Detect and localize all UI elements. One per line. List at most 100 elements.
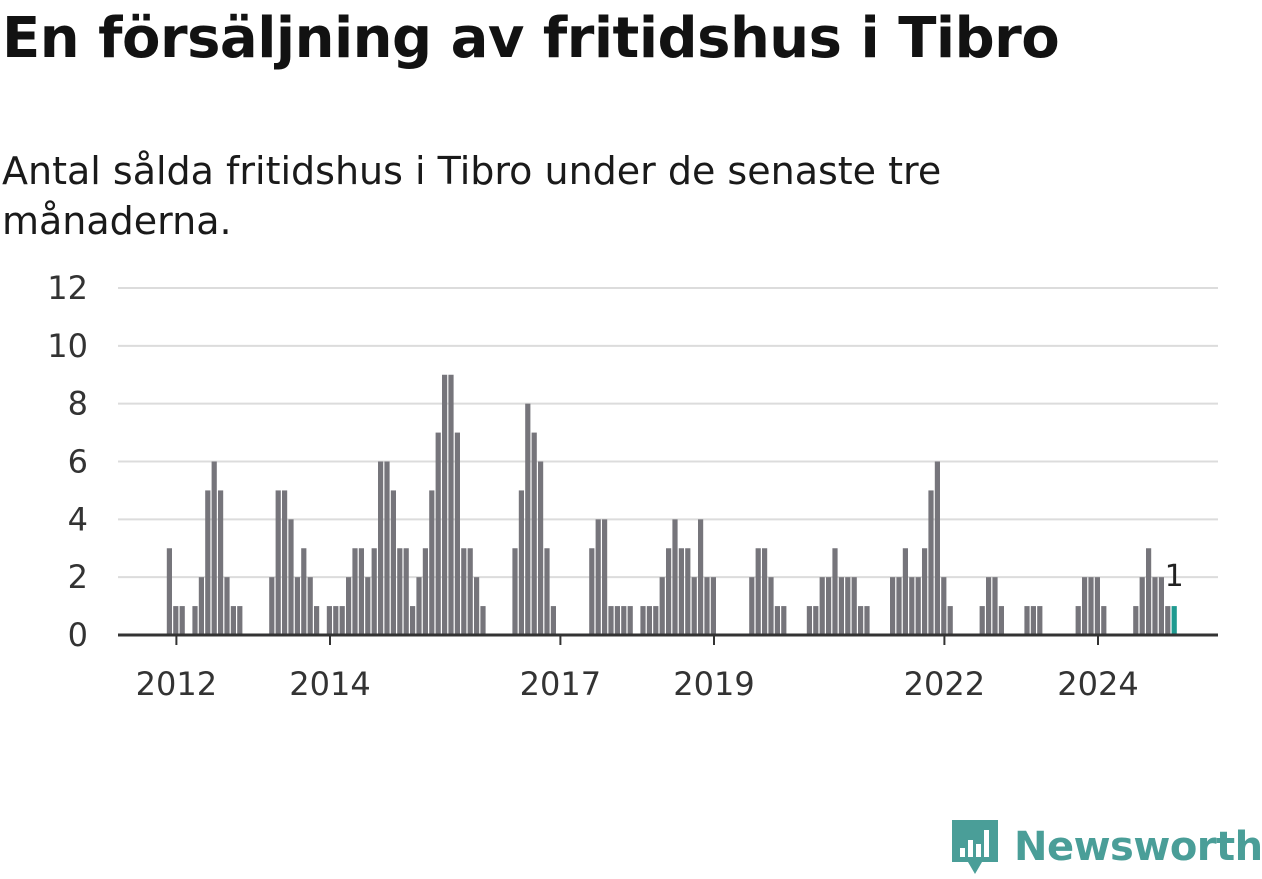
bar — [909, 577, 915, 635]
bar — [544, 548, 550, 635]
grid-lines — [118, 287, 1218, 579]
bar — [1139, 577, 1145, 635]
bar — [224, 577, 230, 635]
bar-chart-logo-icon — [952, 820, 998, 874]
y-tick-label: 6 — [68, 443, 88, 481]
x-tick-labels: 2012 2014 2017 2019 2022 2024 — [136, 665, 1139, 703]
bar — [365, 577, 371, 635]
y-tick-label: 8 — [68, 385, 88, 423]
bar — [403, 548, 409, 635]
bar — [384, 461, 390, 635]
bar — [1024, 606, 1030, 635]
bar — [237, 606, 243, 635]
bar — [947, 606, 953, 635]
bar — [781, 606, 787, 635]
bar — [992, 577, 998, 635]
bar — [672, 519, 678, 635]
bar — [1030, 606, 1036, 635]
bar — [461, 548, 467, 635]
bar — [704, 577, 710, 635]
bar — [480, 606, 486, 635]
bar — [858, 606, 864, 635]
bar — [550, 606, 556, 635]
bar — [416, 577, 422, 635]
bar — [275, 490, 281, 635]
bar — [614, 606, 620, 635]
bar — [218, 490, 224, 635]
chart-subtitle: Antal sålda fritidshus i Tibro under de … — [2, 149, 942, 243]
bar — [314, 606, 320, 635]
x-axis — [118, 633, 1218, 645]
chart-title: En försäljning av fritidshus i Tibro — [2, 6, 1060, 71]
bar — [282, 490, 288, 635]
bar — [442, 374, 448, 635]
bar — [698, 519, 704, 635]
bar — [1088, 577, 1094, 635]
bar — [922, 548, 928, 635]
bar — [525, 403, 531, 635]
bar — [1101, 606, 1107, 635]
bar — [979, 606, 985, 635]
bar — [269, 577, 275, 635]
bar — [538, 461, 544, 635]
x-tick-label: 2024 — [1057, 665, 1138, 703]
bar — [845, 577, 851, 635]
bar — [1165, 606, 1171, 635]
bar — [595, 519, 601, 635]
bar — [301, 548, 307, 635]
bar — [685, 548, 691, 635]
bar — [691, 577, 697, 635]
bar — [390, 490, 396, 635]
bar — [531, 432, 537, 635]
bar — [211, 461, 217, 635]
bar — [378, 461, 384, 635]
bar — [512, 548, 518, 635]
y-tick-label: 0 — [68, 616, 88, 654]
x-tick-label: 2019 — [673, 665, 754, 703]
bar — [806, 606, 812, 635]
bar — [1152, 577, 1158, 635]
bar — [467, 548, 473, 635]
bar — [653, 606, 659, 635]
bar — [890, 577, 896, 635]
bar — [192, 606, 198, 635]
annotations: 1 — [1165, 559, 1184, 594]
bar — [749, 577, 755, 635]
bar — [288, 519, 294, 635]
bar — [294, 577, 300, 635]
bar — [928, 490, 934, 635]
bar — [339, 606, 345, 635]
bar — [813, 606, 819, 635]
bar — [1075, 606, 1081, 635]
last-value-label: 1 — [1165, 559, 1184, 594]
bar — [896, 577, 902, 635]
bar — [627, 606, 633, 635]
bar-chart: 0 2 4 6 8 10 12 2012 2014 2017 2019 2022 2024 1 — [47, 269, 1218, 703]
bar — [826, 577, 832, 635]
bar — [1158, 577, 1164, 635]
bar — [307, 577, 313, 635]
bar — [678, 548, 684, 635]
bar — [1146, 548, 1152, 635]
bar — [454, 432, 460, 635]
bar — [358, 548, 364, 635]
bar — [198, 577, 204, 635]
bar — [352, 548, 358, 635]
bar — [205, 490, 211, 635]
highlight-bar — [1171, 606, 1177, 635]
bar — [1133, 606, 1139, 635]
newsworthy-logo: Newsworthy — [950, 818, 1262, 876]
bar — [659, 577, 665, 635]
y-tick-label: 10 — [47, 327, 88, 365]
bar — [1094, 577, 1100, 635]
bar — [621, 606, 627, 635]
brand-name: Newsworthy — [1014, 824, 1262, 870]
y-tick-label: 4 — [68, 500, 88, 538]
bar — [710, 577, 716, 635]
x-tick-label: 2014 — [289, 665, 370, 703]
bar — [941, 577, 947, 635]
bar — [864, 606, 870, 635]
bar — [774, 606, 780, 635]
bar — [934, 461, 940, 635]
x-tick-label: 2012 — [136, 665, 217, 703]
